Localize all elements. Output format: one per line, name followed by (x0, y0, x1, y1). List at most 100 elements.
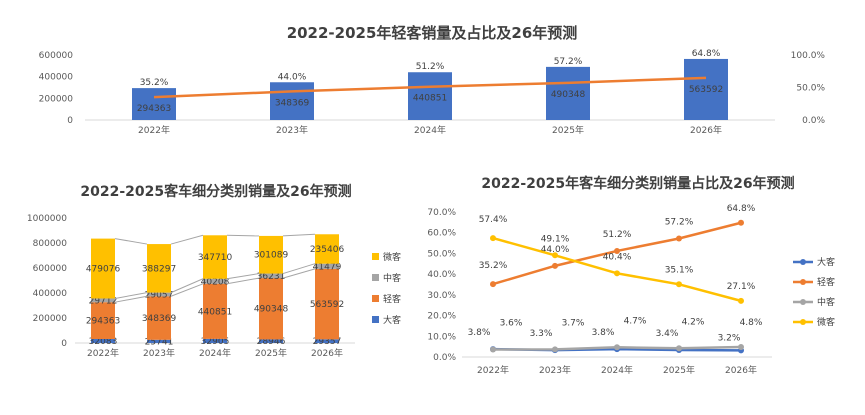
series-point (614, 346, 620, 353)
chart-title: 2022-2025年客车细分类别销量占比及26年预测 (481, 175, 794, 192)
point-data-label: 3.8% (592, 328, 615, 338)
series-line (492, 345, 742, 351)
x-tick-label: 2026年 (311, 347, 343, 359)
segment-data-label: 32905 (201, 337, 230, 347)
series-point (738, 297, 744, 304)
point-data-label: 3.2% (718, 333, 741, 343)
y-tick-label: 600000 (33, 264, 68, 274)
segment-data-label: 32083 (89, 337, 118, 347)
legend-label: 大客 (817, 256, 835, 268)
top-combo-chart: 2022-2025年轻客销量及占比及26年预测 0 200000 400000 600… (39, 24, 826, 136)
series-connector-line (226, 234, 260, 237)
legend-swatch (372, 295, 379, 302)
stacked-bar-segment (147, 339, 171, 343)
point-data-label: 35.1% (665, 265, 694, 275)
legend-marker (800, 299, 806, 305)
stacked-bar-segment (315, 234, 339, 264)
x-tick-label: 2023年 (143, 347, 175, 359)
segment-data-label: 490348 (254, 305, 289, 315)
stacked-bar-segment (203, 278, 227, 284)
x-tick-label: 2024年 (601, 364, 633, 376)
segment-data-label: 347710 (198, 253, 233, 263)
series-point (490, 235, 496, 242)
series-connector-line (226, 273, 260, 280)
series-connector-line (282, 263, 316, 275)
stacked-bar-segment (203, 283, 227, 339)
stacked-bar-segment (91, 302, 115, 339)
series-line (492, 347, 742, 352)
y-tick-label: 800000 (33, 239, 68, 249)
y-tick-label: 20.0% (427, 312, 456, 322)
bar (270, 82, 314, 120)
point-data-label: 49.1% (541, 234, 570, 244)
bar-data-label: 563592 (689, 85, 723, 95)
stacked-bar-segment (91, 238, 115, 299)
x-tick-label: 2026年 (725, 364, 757, 376)
bar (684, 58, 728, 120)
point-data-label: 27.1% (727, 282, 756, 292)
segment-data-label: 40208 (201, 277, 230, 287)
line-data-label: 35.2% (140, 78, 169, 88)
series-point (676, 345, 682, 352)
y-tick-label: 200000 (33, 314, 68, 324)
legend-label: 大客 (383, 314, 401, 326)
bar-data-label: 294363 (137, 104, 171, 114)
legend-swatch (372, 316, 379, 323)
line-data-label: 57.2% (554, 57, 583, 67)
stacked-bar-segment (315, 263, 339, 269)
series-connector-line (226, 277, 260, 285)
segment-data-label: 440851 (198, 307, 232, 317)
stacked-bar-segment (259, 235, 283, 274)
point-data-label: 4.7% (624, 316, 647, 326)
y-tick-label: 0 (61, 339, 67, 349)
left-y-tick-label: 400000 (39, 73, 74, 83)
share-line (153, 76, 707, 99)
x-tick-label: 2025年 (552, 124, 584, 136)
left-y-tick-label: 600000 (39, 51, 74, 61)
legend-label: 轻客 (383, 293, 401, 305)
x-tick-label: 2022年 (477, 364, 509, 376)
bar-data-label: 440851 (413, 94, 447, 104)
legend-label: 微客 (817, 316, 835, 328)
stacked-bar-segment (259, 339, 283, 343)
y-tick-label: 0.0% (433, 353, 456, 363)
series-point (552, 262, 558, 269)
series-point (614, 344, 620, 351)
segment-data-label: 41479 (313, 262, 342, 272)
line-data-label: 64.8% (692, 49, 721, 59)
right-y-tick-label: 50.0% (796, 84, 825, 94)
x-tick-label: 2026年 (690, 124, 722, 136)
y-tick-label: 10.0% (427, 332, 456, 342)
right-y-tick-label: 100.0% (791, 51, 826, 61)
legend-marker (800, 259, 806, 265)
stacked-bar-segment (315, 268, 339, 340)
series-point (552, 252, 558, 259)
series-point (490, 281, 496, 288)
segment-data-label: 25741 (145, 337, 174, 347)
segment-data-label: 29712 (89, 296, 118, 306)
series-line (492, 221, 742, 286)
x-tick-label: 2023年 (539, 364, 571, 376)
line-data-label: 44.0% (278, 72, 307, 82)
y-tick-label: 50.0% (427, 249, 456, 259)
chart-title: 2022-2025年轻客销量及占比及26年预测 (287, 24, 578, 42)
bar-data-label: 490348 (551, 90, 586, 100)
series-point (676, 235, 682, 242)
bar-data-label: 348369 (275, 98, 310, 108)
point-data-label: 35.2% (479, 261, 508, 271)
left-y-tick-label: 0 (67, 116, 73, 126)
stacked-bar-segment (203, 235, 227, 279)
bar (132, 88, 176, 120)
y-tick-label: 400000 (33, 289, 68, 299)
point-data-label: 4.8% (740, 318, 763, 328)
y-tick-label: 1000000 (27, 214, 67, 224)
stacked-bar-segment (147, 292, 171, 297)
x-tick-label: 2025年 (255, 347, 287, 359)
x-tick-label: 2024年 (199, 347, 231, 359)
series-connector-line (170, 234, 204, 245)
series-point (490, 346, 496, 353)
series-point (738, 347, 744, 354)
segment-data-label: 28946 (257, 337, 286, 347)
x-tick-label: 2022年 (138, 124, 170, 136)
legend-label: 微客 (383, 251, 401, 263)
